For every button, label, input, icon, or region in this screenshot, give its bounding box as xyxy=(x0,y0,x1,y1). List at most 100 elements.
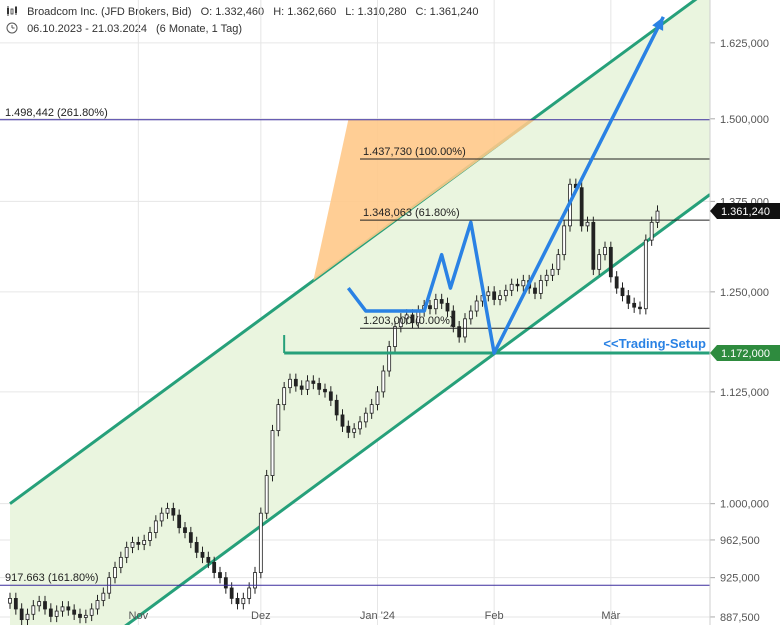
candle-body xyxy=(614,276,619,289)
candle-body xyxy=(620,287,625,297)
candle-body xyxy=(381,370,386,393)
candle-body xyxy=(130,542,135,548)
candle-body xyxy=(603,246,607,256)
candle-body xyxy=(498,295,502,300)
candle-body xyxy=(235,598,240,605)
candle-body xyxy=(398,318,403,328)
chart-header-line2: 06.10.2023 - 21.03.2024 (6 Monate, 1 Tag… xyxy=(6,22,248,35)
candle-body xyxy=(369,404,374,414)
axis-background xyxy=(710,0,780,625)
candle-body xyxy=(643,239,648,310)
candle-body xyxy=(31,605,36,615)
candle-body xyxy=(503,289,508,297)
candle-body xyxy=(95,600,100,610)
channel-fill xyxy=(10,0,710,625)
candle-body xyxy=(358,421,362,430)
candles xyxy=(8,178,660,625)
candle-body xyxy=(533,287,537,294)
ohlc-close: C: 1.361,240 xyxy=(415,6,479,18)
last-price-badge xyxy=(710,202,780,219)
candle-body xyxy=(148,532,152,541)
candle-body xyxy=(212,561,217,573)
candle-body xyxy=(439,299,444,304)
setup-price-badge xyxy=(710,345,780,362)
candle-body xyxy=(153,520,158,533)
candle-body xyxy=(340,414,345,427)
period-label: (6 Monate, 1 Tag) xyxy=(156,23,243,35)
trading-setup-label: <<Trading-Setup xyxy=(603,336,706,351)
candle-body xyxy=(404,314,409,320)
candle-body xyxy=(165,508,170,514)
candle-body xyxy=(253,572,257,589)
candle-body xyxy=(591,221,596,270)
ohlc-high: H: 1.362,660 xyxy=(273,6,337,18)
last-price-badge-label: 1.361,240 xyxy=(721,206,770,218)
x-tick-label: Jan '24 xyxy=(360,610,395,622)
candle-body xyxy=(218,572,222,579)
candle-body xyxy=(550,268,555,276)
candle-body xyxy=(428,305,432,310)
candle-body xyxy=(299,385,304,390)
setup-price-badge-label: 1.172,000 xyxy=(721,348,770,360)
fib-label: 1.348,063 (61.80%) xyxy=(363,207,460,219)
fib-levels: 1.498,442 (261.80%) 1.437,730 (100.00%) 1.… xyxy=(0,107,710,586)
candle-body xyxy=(78,613,82,618)
y-tick-label: 1.000,000 xyxy=(720,499,769,511)
fib-label: 1.203,000 (0.00%) xyxy=(363,315,454,327)
candle-body xyxy=(363,412,368,423)
candle-body xyxy=(66,606,71,611)
candle-body xyxy=(346,425,351,433)
candle-body xyxy=(387,346,392,372)
candle-body xyxy=(270,430,275,477)
candle-body xyxy=(159,512,164,522)
candle-body xyxy=(585,221,590,227)
y-tick-label: 1.500,000 xyxy=(720,114,769,126)
candle-body xyxy=(142,540,147,545)
candle-body xyxy=(579,187,584,227)
candle-body xyxy=(188,532,193,543)
candle-body xyxy=(457,326,462,338)
candle-body xyxy=(445,302,450,312)
candles-icon xyxy=(6,6,18,16)
candle-body xyxy=(486,291,491,297)
channel-lower-line xyxy=(124,193,711,625)
instrument-name: Broadcom Inc. (JFD Brokers, Bid) xyxy=(27,6,192,18)
y-tick-label: 1.625,000 xyxy=(720,38,769,50)
candle-body xyxy=(37,601,42,607)
candle-body xyxy=(288,378,292,389)
candle-body xyxy=(171,508,176,516)
fib-label: 1.498,442 (261.80%) xyxy=(5,107,108,119)
candle-body xyxy=(13,598,18,610)
candle-body xyxy=(433,299,438,310)
candle-body xyxy=(54,610,59,617)
candle-body xyxy=(276,404,281,432)
candle-body xyxy=(474,300,479,312)
candle-body xyxy=(649,221,654,241)
x-tick-label: Dez xyxy=(251,610,271,622)
candle-body xyxy=(89,608,94,616)
candle-body xyxy=(544,274,549,281)
candle-body xyxy=(323,388,327,393)
candle-body xyxy=(25,613,30,621)
candle-body xyxy=(597,254,602,270)
candle-body xyxy=(206,556,211,563)
candle-body xyxy=(375,391,380,406)
candle-body xyxy=(451,310,456,328)
candle-body xyxy=(177,514,182,529)
ohlc-low: L: 1.310,280 xyxy=(345,6,407,18)
candle-body xyxy=(247,587,252,599)
y-tick-label: 925,000 xyxy=(720,573,760,585)
candle-body xyxy=(626,295,631,304)
zone-fill xyxy=(313,119,535,281)
candle-body xyxy=(317,383,322,390)
candle-body xyxy=(393,326,397,347)
candle-body xyxy=(101,592,106,601)
candle-body xyxy=(136,542,141,545)
candle-body xyxy=(60,606,65,612)
x-tick-label: Feb xyxy=(485,610,504,622)
candle-body xyxy=(352,428,357,433)
candle-body xyxy=(43,601,47,610)
y-tick-label: 887,500 xyxy=(720,612,760,624)
projection xyxy=(346,16,665,355)
